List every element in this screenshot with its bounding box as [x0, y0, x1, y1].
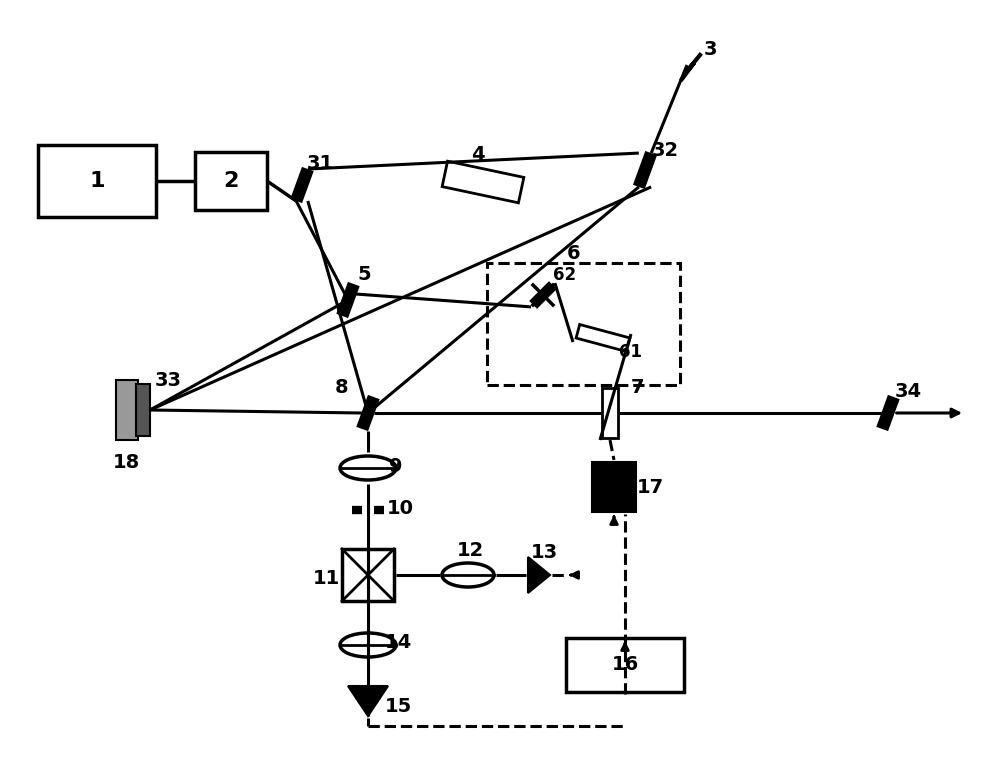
Text: 13: 13 [530, 543, 558, 562]
Polygon shape [528, 557, 550, 593]
Bar [195, 152, 267, 210]
Text: 32: 32 [651, 140, 679, 159]
Text: 33: 33 [155, 370, 182, 389]
Text: 15: 15 [384, 696, 412, 716]
Polygon shape [348, 686, 388, 716]
Text: 17: 17 [636, 478, 664, 497]
Bar [342, 549, 394, 601]
Text: 3: 3 [703, 40, 717, 59]
Text: 18: 18 [112, 453, 140, 472]
Text: 31: 31 [306, 153, 334, 172]
Text: 9: 9 [389, 456, 403, 475]
Text: 1: 1 [89, 171, 105, 191]
Bar [38, 145, 156, 217]
Text: 4: 4 [471, 145, 485, 164]
Text: 14: 14 [384, 633, 412, 652]
Bar [592, 462, 636, 512]
Polygon shape [442, 162, 524, 203]
Text: 16: 16 [611, 655, 639, 674]
Bar [566, 638, 684, 692]
Text: 62: 62 [553, 266, 577, 284]
Text: 11: 11 [312, 569, 340, 588]
Text: 7: 7 [631, 377, 645, 396]
Text: 2: 2 [223, 171, 239, 191]
Text: 6: 6 [567, 244, 580, 262]
Bar [116, 380, 138, 440]
Text: 12: 12 [456, 542, 484, 561]
Bar [602, 388, 618, 438]
Text: 10: 10 [387, 498, 414, 517]
Text: 34: 34 [894, 382, 922, 401]
Text: 61: 61 [620, 343, 642, 361]
Text: 8: 8 [335, 377, 349, 396]
Bar [487, 263, 680, 385]
Bar [136, 384, 150, 436]
Text: 5: 5 [357, 264, 371, 283]
Polygon shape [576, 325, 630, 351]
